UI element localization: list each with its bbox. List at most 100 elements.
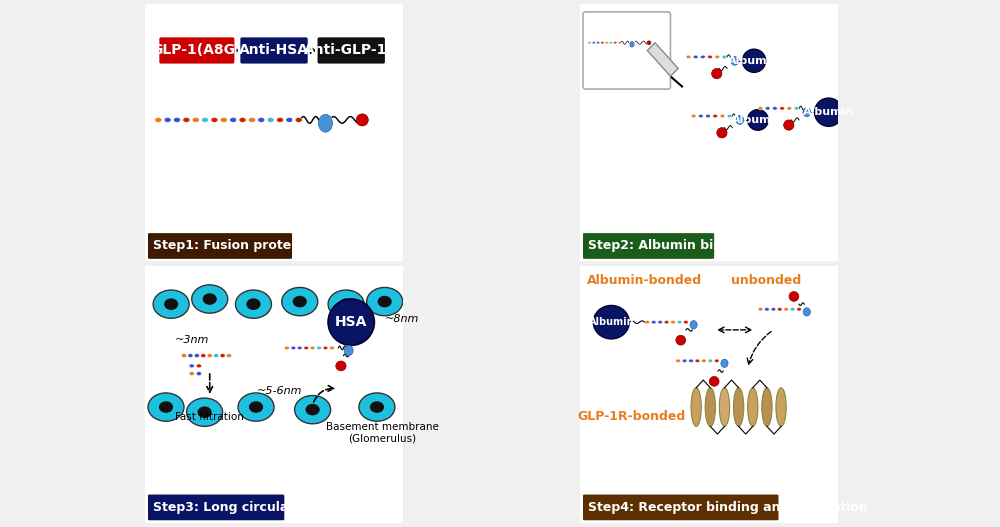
Ellipse shape	[196, 364, 201, 368]
Ellipse shape	[618, 42, 621, 44]
Ellipse shape	[794, 106, 799, 110]
Ellipse shape	[153, 290, 189, 318]
Ellipse shape	[815, 98, 843, 126]
Ellipse shape	[203, 293, 217, 305]
Text: ~8nm: ~8nm	[385, 314, 419, 324]
Text: Step2: Albumin binding: Step2: Albumin binding	[588, 239, 753, 252]
Ellipse shape	[706, 114, 710, 118]
Ellipse shape	[187, 398, 223, 426]
Ellipse shape	[748, 388, 758, 426]
Ellipse shape	[211, 118, 218, 122]
Ellipse shape	[295, 395, 331, 424]
Ellipse shape	[776, 388, 786, 426]
Ellipse shape	[676, 359, 680, 363]
Ellipse shape	[328, 299, 374, 345]
Text: Albumin: Albumin	[803, 107, 854, 117]
Ellipse shape	[318, 114, 332, 132]
Ellipse shape	[230, 118, 237, 122]
Ellipse shape	[758, 308, 763, 311]
Ellipse shape	[207, 354, 212, 357]
Ellipse shape	[684, 320, 688, 324]
Text: Step3: Long circulation: Step3: Long circulation	[153, 501, 316, 514]
Ellipse shape	[596, 42, 600, 44]
Ellipse shape	[722, 55, 727, 58]
Ellipse shape	[605, 42, 608, 44]
Text: Step1: Fusion protein design: Step1: Fusion protein design	[153, 239, 355, 252]
Ellipse shape	[592, 42, 595, 44]
Ellipse shape	[651, 320, 656, 324]
Ellipse shape	[310, 346, 315, 349]
Ellipse shape	[748, 110, 768, 130]
Ellipse shape	[282, 287, 318, 316]
Ellipse shape	[239, 118, 246, 122]
Ellipse shape	[258, 118, 265, 122]
Ellipse shape	[593, 306, 629, 339]
Ellipse shape	[712, 69, 722, 79]
FancyBboxPatch shape	[158, 36, 235, 65]
Ellipse shape	[359, 393, 395, 421]
Text: ~3nm: ~3nm	[175, 335, 209, 345]
Text: Albumin: Albumin	[732, 115, 784, 125]
Ellipse shape	[671, 320, 675, 324]
Ellipse shape	[742, 49, 766, 72]
Ellipse shape	[159, 401, 173, 413]
Ellipse shape	[189, 364, 194, 368]
Ellipse shape	[784, 308, 789, 311]
Ellipse shape	[701, 55, 705, 58]
Ellipse shape	[721, 359, 728, 367]
Ellipse shape	[686, 55, 691, 58]
Ellipse shape	[715, 55, 720, 58]
Ellipse shape	[194, 354, 199, 357]
Text: Albumin-bonded: Albumin-bonded	[587, 274, 702, 287]
Ellipse shape	[690, 320, 697, 329]
Text: Anti-HSA: Anti-HSA	[239, 43, 309, 57]
FancyBboxPatch shape	[316, 36, 386, 65]
Ellipse shape	[787, 106, 792, 110]
Ellipse shape	[174, 118, 180, 122]
Ellipse shape	[647, 41, 651, 45]
Ellipse shape	[267, 118, 274, 122]
Ellipse shape	[356, 114, 368, 126]
Ellipse shape	[286, 118, 293, 122]
Ellipse shape	[238, 393, 274, 421]
Ellipse shape	[780, 106, 784, 110]
Ellipse shape	[682, 359, 687, 363]
Ellipse shape	[691, 388, 701, 426]
Text: GLP-1R-bonded: GLP-1R-bonded	[578, 410, 686, 423]
Ellipse shape	[676, 335, 686, 345]
Ellipse shape	[378, 296, 392, 307]
Ellipse shape	[198, 406, 212, 418]
Ellipse shape	[790, 308, 795, 311]
Text: HSA: HSA	[335, 315, 367, 329]
Ellipse shape	[277, 118, 283, 122]
Ellipse shape	[336, 361, 346, 371]
Ellipse shape	[708, 55, 712, 58]
Ellipse shape	[188, 354, 193, 357]
Ellipse shape	[720, 114, 725, 118]
Ellipse shape	[293, 296, 307, 307]
Ellipse shape	[148, 393, 184, 421]
FancyBboxPatch shape	[583, 233, 714, 259]
Text: GLP-1(A8G): GLP-1(A8G)	[152, 43, 242, 57]
Polygon shape	[647, 43, 678, 76]
Ellipse shape	[691, 114, 696, 118]
Ellipse shape	[658, 320, 662, 324]
Text: Fast filtration: Fast filtration	[175, 412, 244, 422]
Ellipse shape	[214, 354, 219, 357]
Text: Anti-GLP-1R: Anti-GLP-1R	[304, 43, 398, 57]
Ellipse shape	[248, 118, 255, 122]
Ellipse shape	[588, 42, 591, 44]
Ellipse shape	[784, 120, 794, 130]
Ellipse shape	[789, 291, 799, 301]
Text: Basement membrane
(Glomerulus): Basement membrane (Glomerulus)	[326, 422, 439, 444]
Ellipse shape	[181, 354, 187, 357]
Ellipse shape	[803, 308, 810, 316]
Ellipse shape	[765, 308, 769, 311]
Ellipse shape	[367, 287, 403, 316]
Ellipse shape	[192, 118, 199, 122]
Ellipse shape	[192, 285, 228, 313]
Ellipse shape	[164, 118, 171, 122]
FancyBboxPatch shape	[148, 494, 284, 520]
Ellipse shape	[189, 372, 194, 376]
Ellipse shape	[339, 298, 353, 310]
